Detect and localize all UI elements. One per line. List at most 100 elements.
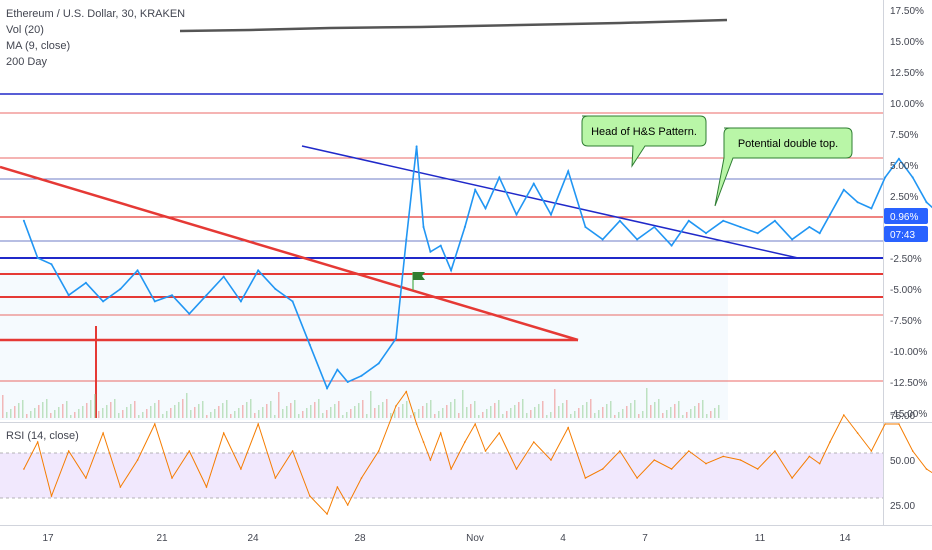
price-point xyxy=(549,213,552,216)
volume-bar xyxy=(718,405,720,418)
volume-bar xyxy=(454,399,456,418)
rsi-point xyxy=(102,432,104,434)
volume-bar xyxy=(66,401,68,418)
price-axis[interactable]: 17.50% 15.00% 12.50% 10.00% 7.50% 5.00% 2.50% -… xyxy=(890,6,927,420)
volume-bar xyxy=(610,401,612,418)
volume-bar xyxy=(710,411,712,418)
volume-bar xyxy=(522,399,524,418)
volume-bar xyxy=(706,414,708,418)
volume-bar xyxy=(650,405,652,418)
volume-bar xyxy=(438,411,440,418)
current-price-text: 0.96% xyxy=(890,212,918,223)
y-tick-label: 15.00% xyxy=(890,37,924,48)
rsi-point xyxy=(687,450,690,452)
price-point xyxy=(474,188,477,191)
price-point xyxy=(808,226,811,228)
price-point xyxy=(360,374,363,377)
rsi-point xyxy=(670,468,673,470)
volume-bar xyxy=(562,403,564,418)
volume-bar xyxy=(130,404,132,418)
rsi-point xyxy=(567,426,569,429)
blue-trendline xyxy=(301,145,799,259)
price-point xyxy=(205,294,208,297)
volume-bar xyxy=(258,410,260,418)
indicator-ma200[interactable]: 200 Day xyxy=(6,56,47,68)
volume-bar xyxy=(302,411,304,418)
volume-bar xyxy=(266,404,268,418)
rsi-point xyxy=(474,423,476,425)
indicator-volume[interactable]: Vol (20) xyxy=(6,24,44,36)
volume-bar xyxy=(690,409,692,418)
flag-icon xyxy=(412,272,425,290)
volume-bar xyxy=(154,403,156,418)
volume-bar xyxy=(110,402,112,418)
y-tick-label: -7.50% xyxy=(890,316,922,327)
volume-bar xyxy=(30,411,32,418)
rsi-point xyxy=(756,468,759,470)
volume-bar xyxy=(414,412,416,418)
y-tick-label: -5.00% xyxy=(890,285,922,296)
x-tick-label: 24 xyxy=(247,533,259,544)
volume-bar xyxy=(502,414,504,418)
volume-bar xyxy=(474,401,476,418)
volume-bar xyxy=(442,408,444,418)
rsi-point xyxy=(257,423,259,425)
volume-bar xyxy=(378,405,380,418)
price-point xyxy=(153,300,156,303)
volume-bar xyxy=(542,401,544,418)
volume-bar xyxy=(270,401,272,418)
rsi-point xyxy=(925,468,928,470)
rsi-point xyxy=(808,455,811,458)
red-trendline xyxy=(0,165,579,342)
price-point xyxy=(22,219,25,222)
volume-bar xyxy=(230,414,232,418)
bar-timer-text: 07:43 xyxy=(890,230,915,241)
volume-bar xyxy=(518,402,520,418)
time-axis[interactable]: 17 21 24 28 Nov 4 7 11 14 xyxy=(42,533,851,544)
rsi-point xyxy=(422,441,425,443)
rsi-point xyxy=(705,462,707,465)
volume-bar xyxy=(658,399,660,418)
price-point xyxy=(67,294,70,297)
rsi-legend[interactable]: RSI (14, close) xyxy=(6,430,79,442)
price-point xyxy=(856,201,859,204)
volume-bar xyxy=(134,401,136,418)
rsi-point xyxy=(791,477,793,479)
price-point xyxy=(84,281,87,284)
volume-bar xyxy=(486,409,488,418)
rsi-axis[interactable]: 75.00 50.00 25.00 xyxy=(890,411,915,512)
price-point xyxy=(415,145,418,148)
rsi-point xyxy=(722,455,725,458)
symbol-title[interactable]: Ethereum / U.S. Dollar, 30, KRAKEN xyxy=(6,8,186,20)
x-tick-label: 28 xyxy=(354,533,366,544)
volume-bar xyxy=(198,404,200,418)
ma200-line xyxy=(179,18,728,33)
volume-bar xyxy=(714,408,716,418)
volume-bar xyxy=(18,403,20,418)
price-point xyxy=(422,226,425,228)
indicator-ma9[interactable]: MA (9, close) xyxy=(6,40,71,52)
volume-bar xyxy=(614,415,616,418)
volume-bar xyxy=(322,413,324,418)
rsi-point xyxy=(464,441,466,443)
price-point xyxy=(484,207,487,210)
volume-bar xyxy=(146,409,148,418)
volume-bar xyxy=(330,407,332,418)
volume-bar xyxy=(538,404,540,418)
rsi-point xyxy=(439,432,442,434)
volume-bar xyxy=(390,413,392,418)
volume-bar xyxy=(694,406,696,418)
volume-bar xyxy=(74,412,76,418)
volume-bar xyxy=(242,405,244,418)
rsi-point xyxy=(856,432,859,434)
volume-bar xyxy=(490,406,492,418)
price-points xyxy=(22,145,928,390)
volume-bar xyxy=(574,411,576,418)
rsi-point xyxy=(85,477,87,479)
volume-bar xyxy=(526,413,528,418)
x-tick-label: Nov xyxy=(466,533,484,544)
rsi-point xyxy=(843,414,845,416)
rsi-tick-label: 25.00 xyxy=(890,501,915,512)
price-point xyxy=(653,226,656,228)
callout-head-text: Head of H&S Pattern. xyxy=(591,126,697,138)
